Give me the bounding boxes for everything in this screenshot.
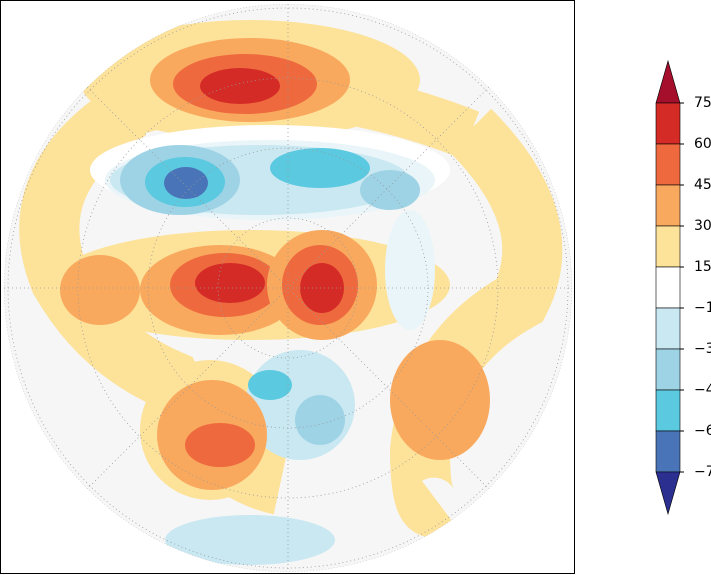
polar-map (4, 4, 572, 572)
colorbar-segment (655, 389, 681, 432)
colorbar-label: 450 (694, 177, 711, 193)
colorbar-segment (655, 266, 681, 309)
colorbar-label: −450 (694, 382, 711, 398)
colorbar-label: 300 (694, 218, 711, 234)
colorbar-label: −750 (694, 464, 711, 480)
colorbar-segment (655, 307, 681, 350)
colorbar-label: 600 (694, 136, 711, 152)
colorbar-extension (655, 471, 681, 516)
colorbar-segment (655, 184, 681, 227)
colorbar-segment (655, 225, 681, 268)
colorbar-segment (655, 143, 681, 186)
colorbar-segment (655, 430, 681, 473)
colorbar: 750 600 450 300 150 −150 −300 −450 −600 −750 (655, 59, 711, 516)
colorbar-label: −600 (694, 423, 711, 439)
colorbar-segment (655, 102, 681, 145)
colorbar-label: −150 (694, 300, 711, 316)
colorbar-label: 750 (694, 95, 711, 111)
colorbar-label: 150 (694, 259, 711, 275)
colorbar-extension (655, 59, 681, 104)
colorbar-segment (655, 348, 681, 391)
colorbar-label: −300 (694, 341, 711, 357)
